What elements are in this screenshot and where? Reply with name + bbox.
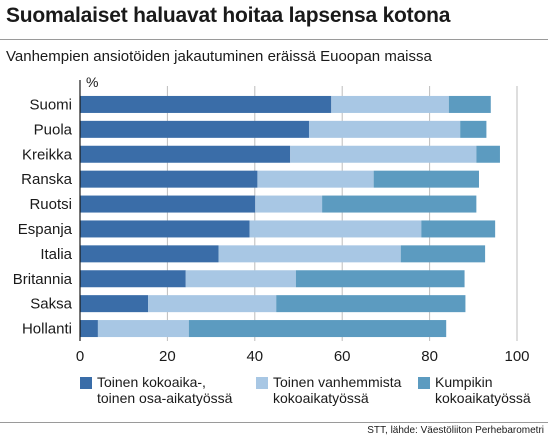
bar-segment-puola-1: [308, 120, 461, 138]
bar-segment-italia-2: [400, 245, 486, 263]
x-tick-label: 80: [421, 348, 438, 365]
category-label: Britannia: [13, 271, 73, 288]
legend-label-one-full-time: Toinen vanhemmista kokoaikatyössä: [273, 374, 402, 406]
bar-segment-kreikka-1: [290, 145, 477, 163]
bar-segment-ranska-2: [373, 170, 479, 188]
bar-segment-kreikka-0: [80, 145, 291, 163]
x-tick-label: 40: [246, 348, 263, 365]
bar-segment-italia-0: [80, 245, 219, 263]
bar-segment-suomi-0: [80, 95, 332, 113]
x-tick-label: 60: [334, 348, 351, 365]
category-label: Kreikka: [22, 146, 73, 163]
category-label: Puola: [34, 121, 73, 138]
legend-swatch-one-full-time: [256, 377, 268, 389]
bar-segment-espanja-1: [249, 220, 422, 238]
legend-label-part-time: Toinen kokoaika-, toinen osa-aikatyössä: [97, 374, 233, 406]
bar-segment-espanja-0: [80, 220, 250, 238]
chart-subtitle: Vanhempien ansiotöiden jakautuminen eräi…: [6, 48, 432, 65]
bar-segment-saksa-0: [80, 295, 149, 313]
category-label: Saksa: [30, 296, 72, 313]
x-tick-label: 20: [159, 348, 176, 365]
bar-segment-suomi-1: [331, 95, 449, 113]
category-label: Italia: [40, 246, 72, 263]
legend-swatch-both-full-time: [418, 377, 430, 389]
bar-segment-hollanti-0: [80, 320, 98, 338]
bar-segment-italia-1: [218, 245, 401, 263]
bar-segment-saksa-2: [276, 295, 466, 313]
legend-swatch-part-time: [80, 377, 92, 389]
category-label: Ruotsi: [29, 196, 72, 213]
chart-title: Suomalaiset haluavat hoitaa lapsensa kot…: [6, 4, 451, 27]
bar-segment-hollanti-2: [188, 320, 447, 338]
bar-segment-britannia-0: [80, 270, 186, 288]
category-label: Ranska: [21, 171, 73, 188]
bar-segment-britannia-2: [295, 270, 465, 288]
legend-label-both-full-time: Kumpikin kokoaikatyössä: [435, 374, 531, 406]
bar-segment-suomi-2: [448, 95, 491, 113]
bar-segment-puola-2: [460, 120, 487, 138]
bar-segment-britannia-1: [185, 270, 296, 288]
x-tick-label: 0: [76, 348, 84, 365]
bar-segment-espanja-2: [421, 220, 496, 238]
source-note: STT, lähde: Väestöliiton Perhebarometri: [367, 425, 544, 436]
category-label: Suomi: [29, 96, 72, 113]
unit-label: %: [86, 74, 98, 90]
bar-segment-puola-0: [80, 120, 309, 138]
bar-segment-saksa-1: [148, 295, 277, 313]
top-divider: [0, 39, 548, 40]
bar-segment-ruotsi-0: [80, 195, 256, 213]
bar-segment-ruotsi-1: [255, 195, 323, 213]
bar-segment-ruotsi-2: [322, 195, 477, 213]
bar-segment-hollanti-1: [97, 320, 189, 338]
category-label: Espanja: [18, 221, 73, 238]
bar-segment-kreikka-2: [476, 145, 500, 163]
bottom-divider: [0, 422, 548, 423]
bar-segment-ranska-1: [257, 170, 374, 188]
bar-segment-ranska-0: [80, 170, 258, 188]
category-label: Hollanti: [22, 321, 72, 338]
x-tick-label: 100: [504, 348, 529, 365]
